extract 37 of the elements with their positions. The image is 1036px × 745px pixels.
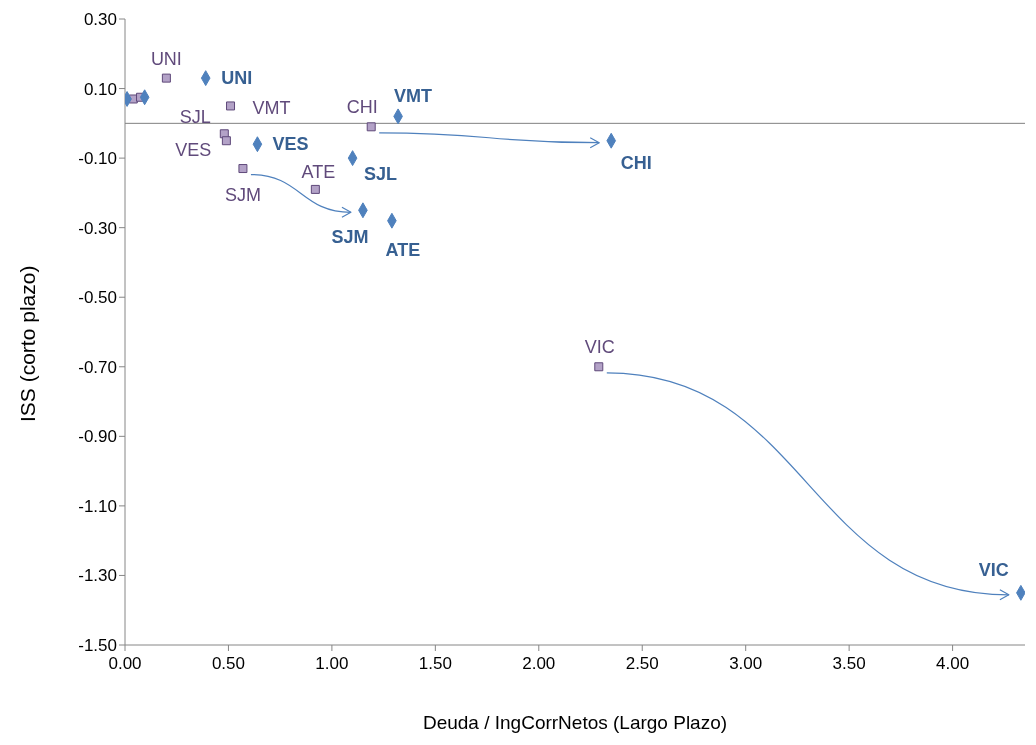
x-tick-label: 1.50 xyxy=(418,654,452,673)
annotation: ATE xyxy=(385,239,421,260)
annotation: VES xyxy=(272,134,309,155)
x-tick-label: 0.00 xyxy=(108,654,142,673)
y-tick-label: -1.50 xyxy=(78,636,117,655)
annotation: VMT xyxy=(394,86,433,107)
y-tick-label: -0.90 xyxy=(78,427,117,447)
annotation: VMT xyxy=(252,97,291,118)
annotation: SJM xyxy=(224,184,261,205)
annotation: VIC xyxy=(978,559,1009,580)
y-tick-label: -0.30 xyxy=(78,218,117,238)
y-tick-label: 0.10 xyxy=(83,79,117,99)
annotation: VES xyxy=(175,139,212,160)
annotation: SJL xyxy=(179,106,211,127)
annotation: VIC xyxy=(584,336,615,357)
annotation: SJM xyxy=(331,227,369,248)
x-axis-title: Deuda / IngCorrNetos (Largo Plazo) xyxy=(422,712,728,733)
annotation: CHI xyxy=(346,96,378,117)
x-tick-label: 1.00 xyxy=(315,654,349,673)
annotation: SJL xyxy=(364,164,398,185)
x-tick-label: 4.00 xyxy=(936,654,970,673)
annotation: UNI xyxy=(221,68,253,89)
y-tick-label: -1.10 xyxy=(78,496,117,516)
annotation: ATE xyxy=(301,162,336,183)
y-tick-label: -0.70 xyxy=(78,357,117,377)
x-tick-label: 2.00 xyxy=(522,654,556,673)
annotation: CHI xyxy=(620,152,652,173)
x-tick-label: 3.50 xyxy=(832,654,866,673)
y-tick-label: 0.30 xyxy=(83,10,117,29)
x-tick-label: 0.50 xyxy=(211,654,245,673)
x-tick-label: 2.50 xyxy=(625,654,659,673)
y-tick-label: -0.50 xyxy=(78,288,117,308)
x-tick-label: 3.00 xyxy=(729,654,763,673)
annotation: UNI xyxy=(150,49,182,70)
y-axis-title: ISS (corto plazo) xyxy=(16,265,40,422)
y-tick-label: -1.30 xyxy=(78,566,117,586)
y-tick-label: -0.10 xyxy=(78,149,117,169)
